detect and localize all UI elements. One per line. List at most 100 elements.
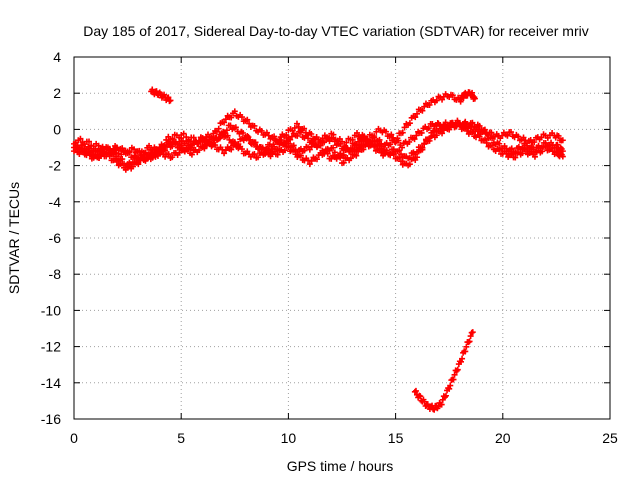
- data-point: [235, 141, 242, 148]
- data-point: [222, 116, 229, 123]
- data-point: [215, 125, 222, 132]
- data-point: [96, 155, 103, 162]
- data-point: [297, 152, 304, 159]
- data-point: [406, 138, 413, 145]
- data-point: [388, 131, 395, 138]
- data-point: [301, 125, 308, 132]
- data-point: [103, 144, 110, 151]
- data-point: [281, 147, 288, 154]
- data-point: [337, 154, 344, 161]
- data-point: [72, 146, 79, 153]
- data-point: [401, 124, 408, 131]
- data-point: [244, 116, 251, 123]
- data-point: [294, 132, 301, 139]
- data-point: [508, 145, 515, 152]
- data-point: [433, 132, 440, 139]
- data-point: [330, 144, 337, 151]
- data-point: [281, 139, 288, 146]
- data-point: [412, 387, 419, 394]
- data-point: [149, 86, 156, 93]
- data-point: [453, 367, 460, 374]
- y-tick-label: -10: [41, 302, 61, 318]
- x-tick-label: 0: [70, 430, 78, 446]
- data-point: [113, 158, 120, 165]
- data-point: [433, 97, 440, 104]
- data-point: [426, 101, 433, 108]
- data-point: [238, 146, 245, 153]
- data-point: [199, 138, 206, 145]
- data-point: [390, 151, 397, 158]
- data-point: [251, 122, 258, 129]
- data-point: [181, 148, 188, 155]
- series-track-f: [411, 329, 476, 413]
- data-point: [349, 136, 356, 143]
- data-point: [447, 382, 454, 389]
- series-layer: [71, 86, 566, 413]
- data-point: [112, 155, 119, 162]
- data-point: [466, 338, 473, 345]
- data-point: [399, 129, 406, 136]
- data-point: [321, 150, 328, 157]
- data-point: [343, 139, 350, 146]
- data-point: [126, 148, 133, 155]
- data-point: [519, 150, 526, 157]
- data-point: [399, 144, 406, 151]
- data-point: [426, 135, 433, 142]
- data-point: [209, 141, 216, 148]
- data-point: [265, 132, 272, 139]
- data-point: [467, 333, 474, 340]
- data-point: [308, 131, 315, 138]
- data-point: [340, 151, 347, 158]
- data-point: [523, 148, 530, 155]
- data-point: [421, 103, 428, 110]
- data-point: [463, 343, 470, 350]
- data-point: [228, 114, 235, 121]
- data-point: [397, 151, 404, 158]
- data-point: [252, 139, 259, 146]
- data-point: [508, 150, 515, 157]
- data-point: [317, 138, 324, 145]
- data-point: [481, 127, 488, 134]
- data-point: [231, 108, 238, 115]
- data-point: [77, 135, 84, 142]
- data-point: [295, 123, 302, 130]
- data-point: [176, 149, 183, 156]
- data-point: [461, 120, 468, 127]
- data-point: [165, 151, 172, 158]
- data-point: [129, 163, 136, 170]
- data-point: [367, 142, 374, 149]
- data-point: [488, 129, 495, 136]
- data-point: [414, 110, 421, 117]
- data-point: [418, 129, 425, 136]
- data-point: [499, 132, 506, 139]
- data-point: [285, 144, 292, 151]
- data-point: [504, 132, 511, 139]
- x-tick-label: 20: [495, 430, 511, 446]
- data-point: [554, 148, 561, 155]
- data-point: [421, 141, 428, 148]
- y-tick-label: -8: [49, 266, 62, 282]
- data-point: [293, 120, 300, 127]
- data-point: [383, 147, 390, 154]
- data-point: [190, 134, 197, 141]
- data-point: [169, 135, 176, 142]
- data-point: [431, 406, 438, 413]
- data-point: [387, 141, 394, 148]
- data-point: [354, 129, 361, 136]
- data-point: [371, 138, 378, 145]
- data-point: [308, 143, 315, 150]
- data-point: [531, 153, 538, 160]
- data-point: [539, 148, 546, 155]
- data-point: [188, 151, 195, 158]
- data-point: [483, 139, 490, 146]
- data-point: [271, 133, 278, 140]
- data-point: [95, 142, 102, 149]
- x-tick-label: 15: [388, 430, 404, 446]
- data-point: [165, 94, 172, 101]
- data-point: [542, 143, 549, 150]
- data-point: [364, 135, 371, 142]
- data-point: [419, 107, 426, 114]
- data-point: [216, 135, 223, 142]
- data-point: [263, 145, 270, 152]
- data-point: [445, 124, 452, 131]
